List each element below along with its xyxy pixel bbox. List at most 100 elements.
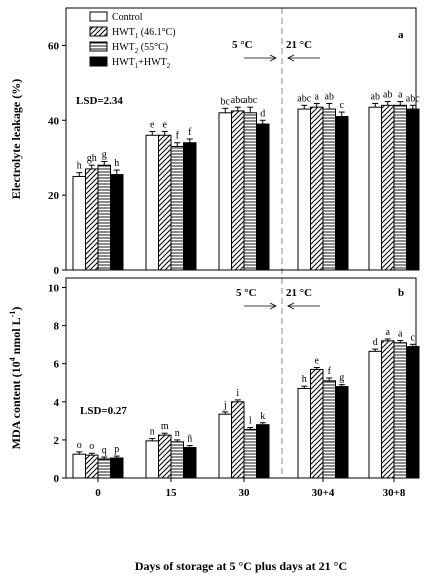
xtick-label: 30 [239,487,251,499]
b-ytick-label: 2 [54,435,60,447]
a-significance-letter: d [260,108,265,119]
b-bar [97,458,111,479]
b-significance-letter: o [77,440,82,451]
b-bar [231,401,245,479]
a-significance-letter: c [340,100,345,111]
a-bar [243,112,257,271]
a-ytick-label: 40 [48,115,60,127]
b-significance-letter: a [386,327,391,338]
b-significance-letter: o [89,441,94,452]
b-bar [85,454,99,479]
b-ytick-label: 0 [54,473,60,485]
b-significance-letter: n [175,428,180,439]
a-bar [393,104,407,271]
legend-label-hwt1: HWT1 (46.1°C) [112,27,176,40]
a-significance-letter: g [102,149,107,160]
b-bar [406,346,420,479]
b-significance-letter: i [236,388,239,399]
a-significance-letter: abc [243,95,257,106]
a-bar [381,104,395,271]
a-significance-letter: f [176,131,180,142]
a-significance-letter: h [77,161,82,172]
a-significance-letter: h [114,158,119,169]
a-significance-letter: f [188,127,192,138]
a-significance-letter: ab [371,91,380,102]
a-bar [145,134,159,271]
a-bar [256,123,270,271]
b-ytick-label: 8 [54,321,60,333]
a-bar [231,110,245,271]
b-bar [183,447,197,479]
a-bar [85,168,99,271]
a-bar [170,145,184,271]
b-bar [310,368,324,479]
b-bar [218,413,232,479]
b-bar [381,340,395,479]
legend-swatch-hwt2 [89,41,108,52]
b-significance-letter: j [223,400,227,411]
legend-label-control: Control [112,12,143,23]
a-significance-letter: e [163,120,168,131]
b-bar [243,428,257,479]
b-ytick-label: 6 [54,359,60,371]
legend-swatch-control [89,11,108,22]
legend-swatch-hwt1 [89,26,108,37]
panel-a-temp-right: 21 °C [286,39,312,51]
b-ytick-label: 4 [54,397,60,409]
b-ytick-label: 10 [48,283,60,295]
panel-b-temp-left: 5 °C [236,287,257,299]
b-bar [145,440,159,479]
a-ytick-label: 60 [48,40,60,52]
panel-b-ylabel: MDA content (104 nmol L-1) [8,307,23,450]
b-bar [256,424,270,479]
b-significance-letter: h [302,374,307,385]
b-bar [335,386,349,479]
a-bar [97,164,111,271]
b-bar [170,441,184,479]
b-bar [72,453,86,479]
b-significance-letter: f [328,366,332,377]
b-significance-letter: m [161,421,169,432]
panel-a-lsd: LSD=2.34 [76,95,123,107]
a-bar [158,134,172,271]
b-bar [368,350,382,479]
a-significance-letter: bc [221,96,231,107]
b-significance-letter: d [373,337,378,348]
b-bar [393,342,407,479]
b-bar [158,434,172,479]
b-significance-letter: a [398,328,403,339]
legend-label-combo: HWT1+HWT2 [112,57,171,70]
panel-a-temp-left: 5 °C [232,39,253,51]
a-significance-letter: abc [297,93,311,104]
b-significance-letter: l [249,416,252,427]
a-bar [406,108,420,271]
a-bar [183,142,197,271]
a-significance-letter: ab [383,90,392,101]
b-significance-letter: ñ [187,434,192,445]
a-bar [297,108,311,271]
a-significance-letter: a [315,91,320,102]
xtick-label: 30+8 [383,487,406,499]
legend-label-hwt2: HWT2 (55°C) [112,42,168,55]
panel-a-arrows [244,54,320,62]
a-significance-letter: a [398,90,403,101]
a-bar [368,106,382,271]
b-bar [110,457,124,479]
a-ytick-label: 20 [48,190,60,202]
xtick-label: 30+4 [312,487,335,499]
b-significance-letter: q [102,445,107,456]
panel-b-arrows [244,302,320,310]
a-significance-letter: e [150,120,155,131]
xtick-label: 0 [95,487,101,499]
legend-swatch-combo [89,56,108,67]
a-significance-letter: abc [406,93,420,104]
a-bar [310,106,324,271]
a-bar [110,174,124,271]
panel-b: 0 2 4 6 8 10 o n j h d o m i e a q n l f a p ñ k g c 0 15 30 30+4 30+8 [48,283,420,499]
a-ytick-label: 0 [54,265,60,277]
a-significance-letter: abc [231,95,245,106]
b-significance-letter: g [339,373,344,384]
a-bar [72,175,86,271]
